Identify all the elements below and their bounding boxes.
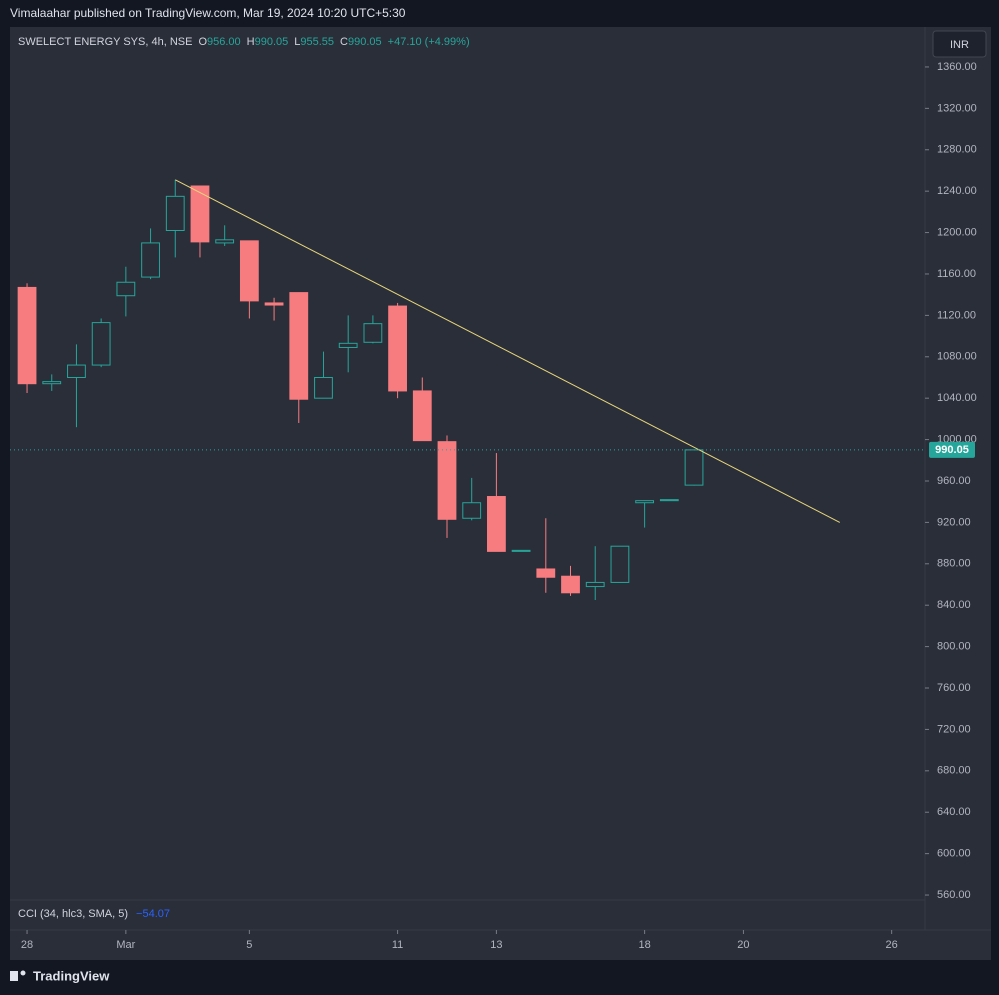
price-label-box — [929, 441, 975, 458]
brand: TradingView — [10, 968, 110, 983]
candle-body — [511, 549, 531, 552]
legend: SWELECT ENERGY SYS, 4h, NSE O956.00 H990.0… — [18, 36, 470, 48]
time-axis: 28 Mar 5 11 13 18 20 26 — [21, 930, 898, 951]
y-tick-label: 600.00 — [937, 848, 971, 860]
candle-body — [141, 242, 160, 278]
y-tick-label: 840.00 — [937, 599, 971, 611]
y-tick-label: 760.00 — [937, 682, 971, 694]
candle-body — [17, 286, 37, 385]
l: 955.55 — [300, 36, 334, 48]
y-tick-label: 640.00 — [937, 806, 971, 818]
candle-body — [610, 545, 630, 583]
published: Vimalaahar published on TradingView.com,… — [10, 6, 406, 20]
logo — [10, 971, 18, 981]
price-axis: 1360.00 1320.00 1280.00 1240.00 1200.00 1160.… — [925, 61, 977, 901]
y-tick-label: 1360.00 — [937, 61, 977, 73]
candle-body — [363, 323, 383, 343]
candle-body — [91, 322, 111, 366]
candle-body — [561, 575, 580, 594]
y-tick-label: 680.00 — [937, 765, 971, 777]
c-label: C — [340, 36, 348, 48]
indicator-name: CCI (34, hlc3, SMA, 5) −54.07 — [18, 908, 170, 920]
candle-body — [190, 185, 210, 243]
h-label: H — [247, 36, 255, 48]
change: +47.10 (+4.99%) — [388, 36, 470, 48]
plot — [10, 179, 925, 601]
candle-body — [462, 502, 482, 519]
x-tick-label: 18 — [638, 939, 650, 951]
candle-body — [437, 441, 457, 520]
y-tick-label: 960.00 — [937, 475, 971, 487]
brand-name: TradingView — [33, 968, 110, 983]
candle-body — [487, 496, 506, 552]
candle-body — [635, 500, 655, 504]
candle-body — [165, 195, 185, 231]
y-tick-label: 1240.00 — [937, 185, 977, 197]
candle-body — [264, 302, 284, 306]
c: 990.05 — [348, 36, 382, 48]
candle-body — [239, 240, 259, 302]
candle-body — [388, 305, 407, 392]
y-tick-label: 1160.00 — [937, 268, 976, 280]
currency-button[interactable] — [932, 30, 987, 58]
l-label: L — [294, 36, 300, 48]
x-tick-label: 13 — [490, 939, 502, 951]
candle-body — [42, 381, 62, 385]
chart-frame — [10, 27, 991, 960]
y-tick-label: 1040.00 — [937, 392, 977, 404]
candle-body — [67, 364, 86, 378]
y-tick-label: 1200.00 — [937, 226, 977, 238]
o-label: O — [198, 36, 207, 48]
candle-body — [412, 390, 432, 442]
x-tick-label: 26 — [886, 939, 898, 951]
x-tick-label: 20 — [737, 939, 749, 951]
y-tick-label: 560.00 — [937, 889, 971, 901]
y-tick-label: 880.00 — [937, 558, 971, 570]
y-tick-label: 800.00 — [937, 641, 971, 653]
candle-body — [338, 342, 358, 348]
y-tick-label: 720.00 — [937, 723, 971, 735]
price-label: 990.05 — [935, 444, 969, 456]
x-tick-label: 28 — [21, 939, 33, 951]
x-tick-label: Mar — [116, 939, 135, 951]
candle-body — [536, 568, 556, 578]
logo — [20, 970, 26, 976]
trendline — [175, 179, 841, 523]
y-tick-label: 1320.00 — [937, 102, 977, 114]
symbol: SWELECT ENERGY SYS, 4h, NSE — [18, 36, 192, 48]
x-tick-label: 5 — [246, 939, 252, 951]
y-tick-label: 1120.00 — [937, 309, 976, 321]
candle-body — [116, 281, 136, 297]
candle-body — [215, 239, 235, 244]
cci: CCI (34, hlc3, SMA, 5) — [18, 908, 128, 920]
candle-body — [659, 499, 679, 502]
x-tick-label: 11 — [392, 939, 403, 951]
y-tick-label: 920.00 — [937, 516, 971, 528]
candle-body — [314, 376, 333, 399]
candle-body — [289, 292, 309, 400]
h: 990.05 — [255, 36, 289, 48]
candle-body — [585, 581, 605, 588]
cci-value: −54.07 — [136, 908, 170, 920]
currency[interactable]: INR — [950, 39, 969, 51]
o: 956.00 — [207, 36, 241, 48]
y-tick-label: 1280.00 — [937, 144, 977, 156]
candle-body — [684, 449, 704, 486]
y-tick-label: 1080.00 — [937, 351, 977, 363]
